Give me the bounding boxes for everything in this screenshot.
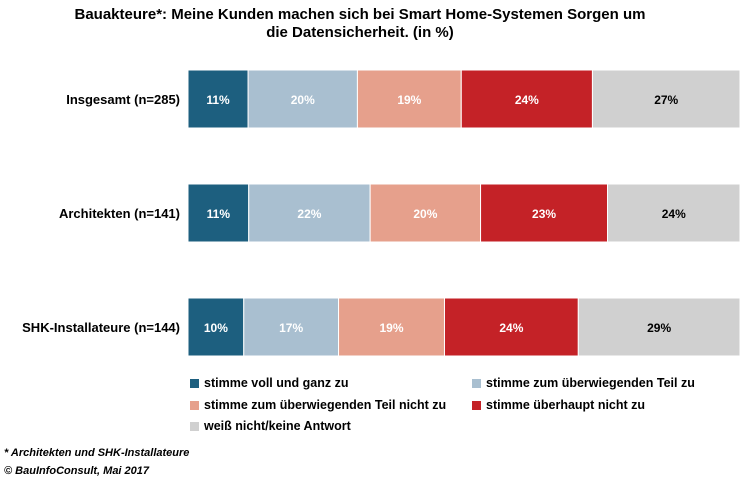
- bar-segment: [480, 183, 609, 243]
- footnote: * Architekten und SHK-Installateure: [4, 447, 190, 459]
- data-label: 27%: [654, 93, 678, 107]
- legend-item: stimme überhaupt nicht zu: [472, 398, 645, 412]
- bar-segment: [460, 69, 593, 129]
- bar-segment: [591, 69, 741, 129]
- data-label: 22%: [297, 207, 321, 221]
- data-label: 20%: [413, 207, 437, 221]
- data-label: 11%: [206, 93, 230, 107]
- legend-label: weiß nicht/keine Antwort: [204, 419, 351, 433]
- legend-swatch: [190, 421, 199, 431]
- data-label: 17%: [279, 321, 303, 335]
- legend-item: stimme zum überwiegenden Teil zu: [472, 376, 695, 390]
- category-label: Insgesamt (n=285): [66, 92, 180, 107]
- legend-item: stimme zum überwiegenden Teil nicht zu: [190, 398, 446, 412]
- data-label: 29%: [647, 321, 671, 335]
- category-label: Architekten (n=141): [59, 206, 180, 221]
- bar-segment: [187, 183, 250, 243]
- source-note: © BauInfoConsult, Mai 2017: [4, 465, 150, 477]
- legend-swatch: [190, 400, 199, 410]
- legend-label: stimme überhaupt nicht zu: [486, 398, 646, 412]
- category-label: SHK-Installateure (n=144): [22, 320, 180, 335]
- bar-segment: [607, 183, 741, 243]
- bar-segment: [369, 183, 482, 243]
- bar-segment: [247, 69, 358, 129]
- data-label: 23%: [532, 207, 556, 221]
- data-label: 24%: [499, 321, 523, 335]
- legend-label: stimme zum überwiegenden Teil nicht zu: [204, 398, 447, 412]
- bar-segment: [443, 297, 579, 357]
- legend-swatch: [190, 378, 199, 388]
- data-label: 19%: [379, 321, 403, 335]
- data-label: 24%: [662, 207, 686, 221]
- legend-item: weiß nicht/keine Antwort: [190, 419, 351, 433]
- bar-segment: [248, 183, 371, 243]
- data-label: 20%: [291, 93, 315, 107]
- data-label: 24%: [515, 93, 539, 107]
- bar-segment: [577, 297, 741, 357]
- legend-label: stimme voll und ganz zu: [204, 376, 349, 390]
- legend-swatch: [472, 400, 481, 410]
- legend-item: stimme voll und ganz zu: [190, 376, 348, 390]
- chart-title: Bauakteure*: Meine Kunden machen sich be…: [74, 6, 646, 41]
- data-label: 11%: [207, 207, 231, 221]
- bar-segment: [187, 69, 249, 129]
- legend-swatch: [472, 378, 481, 388]
- data-label: 10%: [204, 321, 228, 335]
- bar-segment: [338, 297, 445, 357]
- bar-segment: [356, 69, 462, 129]
- data-label: 19%: [397, 93, 421, 107]
- legend-label: stimme zum überwiegenden Teil zu: [486, 376, 695, 390]
